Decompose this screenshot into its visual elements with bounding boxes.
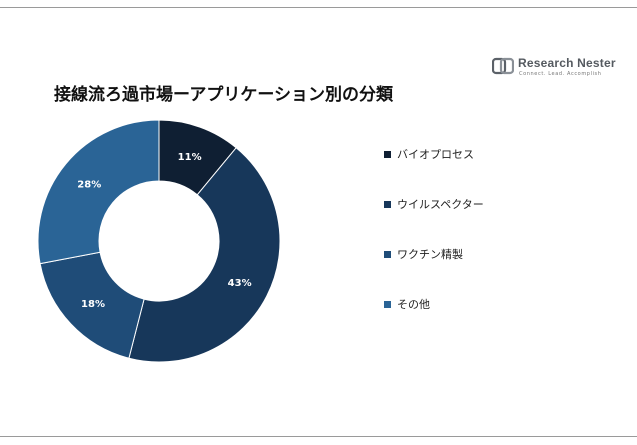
- chart-title: 接線流ろ過市場ーアプリケーション別の分類: [54, 85, 393, 105]
- bottom-divider: [0, 436, 637, 437]
- legend-label: その他: [397, 298, 430, 311]
- legend-swatch: [384, 300, 391, 308]
- slice-data-label: 43%: [228, 278, 252, 289]
- slice-data-label: 11%: [178, 152, 202, 163]
- legend-swatch: [384, 200, 391, 208]
- legend-item: ワクチン精製: [384, 246, 463, 262]
- legend-swatch: [384, 150, 391, 158]
- legend-item: バイオプロセス: [384, 146, 474, 162]
- legend-item: その他: [384, 296, 430, 312]
- brand-tagline: Connect. Lead. Accomplish: [519, 71, 602, 77]
- donut-slice: [128, 147, 281, 363]
- research-nester-logo: Research Nester Connect. Lead. Accomplis…: [492, 54, 616, 82]
- legend-label: ワクチン精製: [397, 248, 463, 261]
- legend-label: ウイルスペクター: [397, 198, 484, 211]
- brand-name: Research Nester: [518, 56, 616, 70]
- legend-item: ウイルスペクター: [384, 196, 484, 212]
- legend-swatch: [384, 250, 391, 258]
- legend-label: バイオプロセス: [397, 148, 474, 161]
- slice-data-label: 18%: [81, 299, 105, 310]
- slice-data-label: 28%: [77, 179, 101, 190]
- logo-icon: [492, 57, 514, 75]
- donut-slice: [37, 119, 160, 265]
- top-divider: [0, 7, 637, 8]
